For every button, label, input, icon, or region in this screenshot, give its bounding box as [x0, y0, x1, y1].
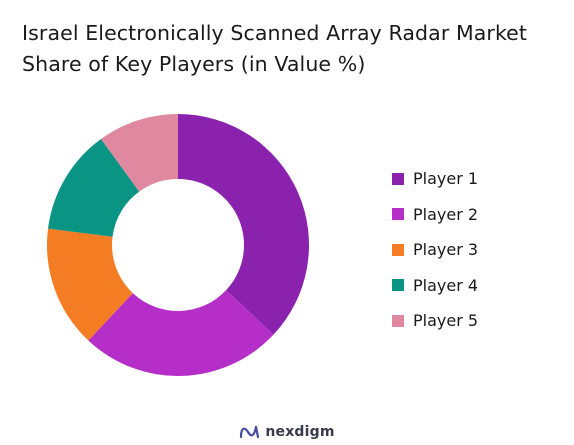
legend-label: Player 1	[413, 169, 479, 189]
legend-swatch	[392, 314, 404, 327]
donut-slice-1	[178, 114, 309, 335]
legend-label: Player 5	[413, 311, 479, 331]
legend-label: Player 4	[413, 275, 479, 295]
donut-slice-4	[48, 139, 140, 237]
nexdigm-logo-icon	[240, 425, 260, 439]
donut-slice-3	[47, 228, 133, 341]
donut-slices	[47, 114, 309, 376]
legend-item: Player 2	[392, 197, 478, 233]
legend-swatch	[392, 243, 404, 256]
donut-slice-2	[88, 290, 274, 376]
legend-swatch	[392, 208, 404, 221]
legend-item: Player 3	[392, 232, 478, 268]
legend-label: Player 2	[413, 204, 479, 224]
brand-name: nexdigm	[265, 424, 335, 440]
chart-title: Israel Electronically Scanned Array Rada…	[22, 21, 528, 76]
legend: Player 1 Player 2 Player 3 Player 4 Play…	[392, 161, 478, 339]
footer: nexdigm	[0, 424, 574, 440]
legend-item: Player 4	[392, 268, 478, 304]
legend-label: Player 3	[413, 240, 479, 260]
legend-item: Player 1	[392, 161, 478, 197]
legend-swatch	[392, 279, 404, 292]
legend-item: Player 5	[392, 303, 478, 339]
legend-swatch	[392, 172, 404, 185]
donut-slice-5	[101, 114, 178, 192]
